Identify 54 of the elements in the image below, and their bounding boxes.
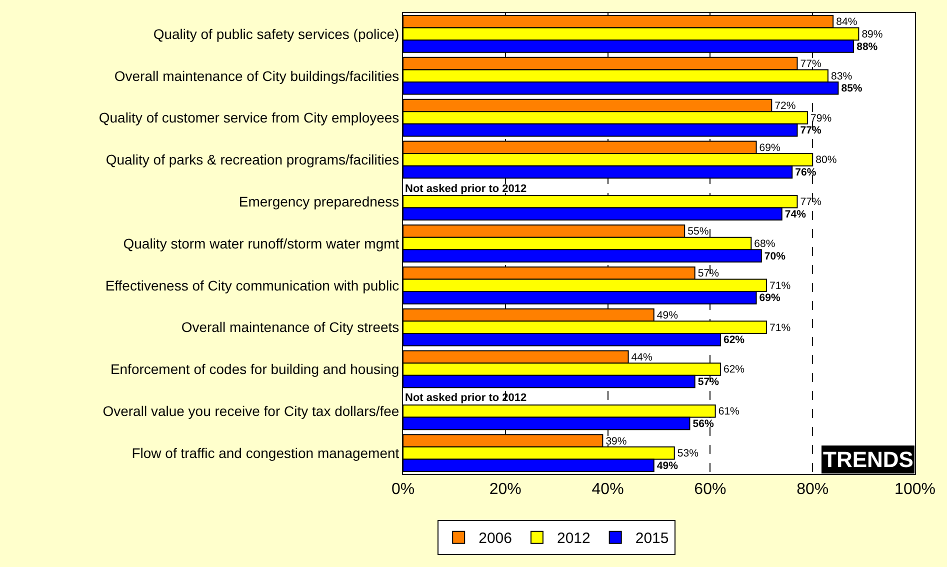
data-label: 83% [830, 70, 852, 82]
y-tick-label: Quality of public safety services (police) [153, 26, 400, 42]
data-label: 57% [698, 376, 720, 388]
data-label: 68% [754, 238, 776, 250]
data-label: 77% [800, 196, 822, 208]
x-tick-label: 100% [894, 481, 936, 498]
x-tick-label: 60% [694, 481, 726, 498]
data-label: 49% [656, 460, 679, 472]
data-label: 39% [606, 435, 627, 448]
data-label: 49% [656, 310, 678, 322]
x-tick-label: 40% [592, 481, 624, 498]
data-label: 76% [795, 166, 817, 178]
data-label: 44% [631, 351, 652, 364]
x-tick-label: 20% [489, 481, 522, 498]
annotation: Not asked prior to 2012 [405, 392, 527, 404]
data-label: 69% [759, 292, 781, 304]
data-label: 70% [764, 250, 786, 262]
x-tick-label: 0% [391, 481, 415, 498]
data-label: 85% [841, 82, 863, 95]
data-label: 89% [862, 28, 883, 40]
data-label: 77% [800, 58, 822, 70]
legend-label: 2015 [635, 530, 669, 548]
y-tick-label: Overall maintenance of City streets [181, 319, 400, 336]
legend-label: 2012 [556, 530, 590, 548]
legend-label: 2006 [478, 530, 512, 548]
y-tick-label: Effectiveness of City communication with public [105, 277, 400, 294]
y-tick-label: Quality storm water runoff/storm water mgmt [123, 235, 400, 252]
data-label: 62% [723, 334, 746, 346]
y-tick-label: Quality of customer service from City employees [98, 110, 400, 126]
data-label: 53% [677, 448, 698, 460]
data-label: 74% [784, 208, 807, 220]
data-label: 57% [698, 268, 719, 280]
y-tick-label: Quality of parks & recreation programs/facilities [106, 152, 400, 168]
y-tick-label: Overall value you receive for City tax dollars/fee [102, 403, 400, 420]
data-label: 55% [688, 226, 709, 238]
data-label: 62% [723, 364, 745, 376]
x-tick-label: 80% [796, 481, 829, 498]
y-tick-label: Flow of traffic and congestion management [132, 444, 400, 461]
data-label: 84% [836, 16, 858, 28]
data-label: 80% [816, 154, 837, 166]
data-label: 88% [856, 40, 878, 53]
data-label: 56% [692, 418, 714, 430]
annotation: Not asked prior to 2012 [405, 183, 527, 195]
data-label: 61% [718, 406, 740, 418]
annotation: TRENDS [823, 447, 914, 472]
y-tick-label: Enforcement of codes for building and housing [110, 361, 400, 378]
data-label: 72% [774, 100, 796, 112]
data-label: 69% [759, 142, 780, 154]
data-label: 79% [810, 112, 832, 124]
y-tick-label: Emergency preparedness [238, 193, 400, 210]
data-label: 71% [770, 322, 791, 334]
y-tick-label: Overall maintenance of City buildings/facilities [114, 68, 400, 84]
data-label: 71% [770, 280, 791, 292]
data-label: 77% [800, 124, 822, 137]
